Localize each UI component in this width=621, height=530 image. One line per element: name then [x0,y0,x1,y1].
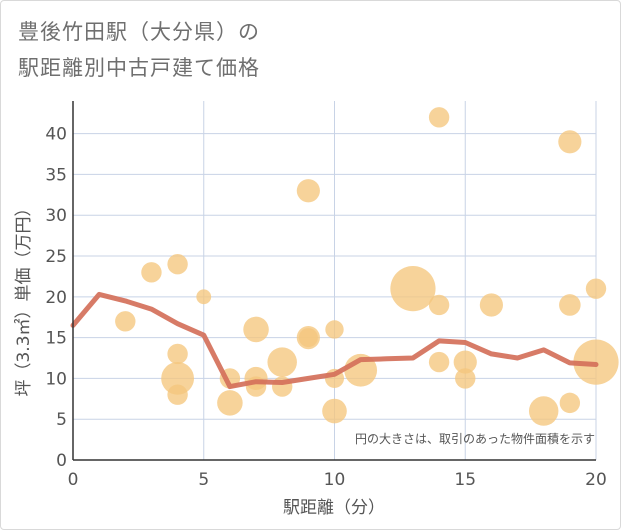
y-tick-label: 0 [56,451,67,471]
data-bubble [115,311,136,332]
axis-layer: 0 5 10 15 20 25 30 35 40 0 5 10 15 20 [45,101,607,490]
data-bubble [428,351,450,373]
data-bubble [296,179,320,203]
title-line-1: 豊後竹田駅（大分県）の [18,20,260,44]
data-bubble [243,316,269,343]
data-bubble [167,343,188,365]
data-bubble [559,392,581,414]
data-bubble [453,350,477,374]
data-bubble [559,294,581,316]
data-bubble [455,368,476,389]
average-price-line [70,291,599,390]
data-bubble [298,328,318,348]
x-tick-label: 15 [454,470,476,490]
data-bubble [528,396,559,426]
chart-title: 豊後竹田駅（大分県）の 駅距離別中古戸建て価格 [18,14,260,86]
y-tick-label: 5 [56,410,67,430]
data-bubble [161,362,195,395]
data-bubble [322,398,347,424]
y-tick-label: 15 [45,329,67,349]
size-annotation: 円の大きさは、取引のあった物件面積を示す [355,431,595,446]
x-tick-label: 5 [198,470,209,490]
data-bubble [196,289,212,305]
data-bubble [479,293,503,317]
data-bubble [428,107,450,128]
bubble-layer [115,107,619,426]
data-bubble [325,320,344,339]
x-tick-label: 20 [585,470,607,490]
data-bubble [217,390,243,416]
average-line-layer [70,291,599,390]
y-tick-label: 10 [45,369,67,389]
y-tick-label: 35 [45,165,67,185]
y-tick-label: 40 [45,125,67,145]
data-bubble [558,130,582,154]
data-bubble [428,294,450,316]
y-axis-label: 坪（3.3㎡）単価（万円） [14,199,34,396]
data-bubble [167,253,188,275]
y-tick-label: 20 [45,288,67,308]
data-bubble [585,278,607,299]
data-bubble [390,266,436,312]
y-tick-label: 25 [45,247,67,267]
x-tick-label: 0 [68,470,79,490]
data-bubble [141,262,162,283]
data-bubble [167,384,188,405]
y-tick-label: 30 [45,206,67,226]
x-tick-label: 10 [324,470,346,490]
title-line-2: 駅距離別中古戸建て価格 [18,56,260,80]
x-axis-label: 駅距離（分） [283,498,385,518]
data-bubble [267,347,297,377]
